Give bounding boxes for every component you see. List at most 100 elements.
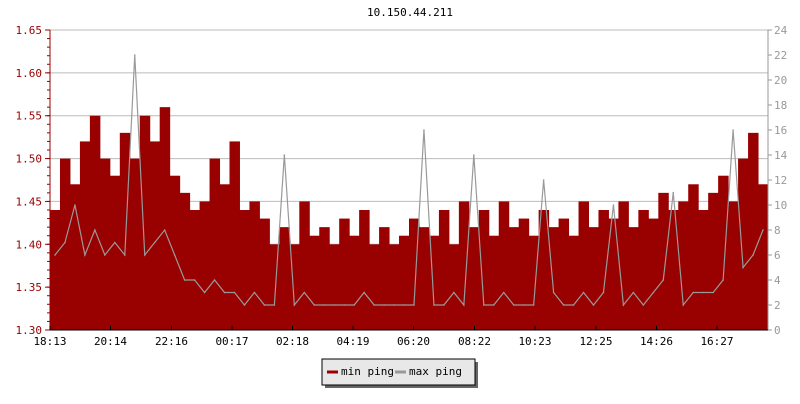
max-ping-point: [163, 229, 166, 231]
min-ping-bar: [588, 227, 599, 330]
min-ping-bar: [179, 192, 191, 330]
min-ping-bar: [748, 132, 759, 330]
max-ping-point: [323, 304, 326, 306]
min-ping-bar: [249, 201, 260, 330]
max-ping-point: [343, 304, 345, 306]
min-ping-bar: [389, 244, 400, 330]
max-ping-point: [373, 304, 375, 306]
min-ping-bar: [259, 218, 270, 330]
max-ping-point: [532, 304, 535, 306]
min-ping-bar: [229, 141, 240, 330]
x-tick-label: 02:18: [276, 335, 309, 348]
max-ping-point: [672, 191, 675, 194]
max-ping-point: [652, 291, 655, 294]
min-ping-bar: [239, 210, 250, 330]
max-ping-point: [403, 304, 405, 306]
right-tick-label: 4: [774, 274, 781, 287]
max-ping-point: [133, 54, 136, 56]
x-tick-label: 06:20: [397, 335, 430, 348]
left-tick-label: 1.55: [16, 110, 43, 123]
min-ping-bar: [638, 210, 649, 330]
max-ping-point: [742, 266, 744, 269]
right-tick-label: 12: [774, 174, 787, 187]
max-ping-point: [123, 254, 126, 256]
max-ping-point: [512, 304, 515, 306]
x-tick-label: 12:25: [579, 335, 612, 348]
min-ping-bar: [109, 175, 121, 330]
max-ping-point: [562, 304, 565, 306]
min-ping-bar: [299, 201, 310, 330]
min-ping-bar: [578, 201, 589, 330]
max-ping-point: [273, 304, 276, 306]
min-ping-bar: [69, 184, 81, 330]
chart-title: 10.150.44.211: [367, 6, 453, 19]
max-ping-point: [482, 304, 485, 306]
max-ping-point: [114, 241, 116, 244]
min-ping-bar: [209, 158, 221, 330]
right-tick-label: 10: [774, 199, 787, 212]
right-tick-label: 8: [774, 224, 781, 237]
min-ping-bar: [678, 201, 689, 330]
min-ping-bar: [219, 184, 230, 330]
max-ping-point: [692, 291, 695, 294]
min-ping-bar: [468, 227, 480, 330]
min-ping-bar: [409, 218, 420, 330]
max-ping-point: [353, 304, 355, 306]
min-ping-bar: [628, 227, 639, 330]
max-ping-point: [522, 304, 525, 306]
x-tick-label: 20:14: [94, 335, 127, 348]
min-ping-bar: [738, 158, 749, 330]
max-ping-point: [642, 304, 645, 306]
x-tick-label: 16:27: [700, 335, 733, 348]
right-tick-label: 2: [774, 299, 781, 312]
min-ping-bar: [558, 218, 570, 330]
max-ping-point: [423, 129, 425, 131]
left-tick-label: 1.60: [16, 67, 43, 80]
min-ping-bar: [438, 210, 450, 330]
min-ping-bar: [568, 235, 580, 330]
max-ping-point: [492, 304, 495, 306]
min-ping-bar: [119, 132, 131, 330]
left-tick-label: 1.50: [16, 153, 43, 166]
max-ping-point: [153, 241, 156, 244]
min-ping-bar: [369, 244, 380, 330]
max-ping-point: [752, 254, 754, 256]
max-ping-point: [443, 304, 445, 306]
max-ping-point: [74, 204, 76, 206]
x-tick-label: 10:23: [518, 335, 551, 348]
min-ping-bar: [708, 192, 719, 330]
max-ping-point: [143, 254, 146, 256]
max-ping-point: [223, 291, 226, 294]
max-ping-point: [413, 304, 415, 306]
max-ping-point: [263, 304, 266, 306]
min-ping-bar: [309, 235, 320, 330]
min-ping-bar: [528, 235, 540, 330]
min-ping-bar: [608, 218, 619, 330]
max-ping-point: [632, 291, 635, 294]
max-ping-point: [173, 254, 176, 256]
max-ping-line: [54, 54, 764, 307]
min-ping-bar: [538, 210, 550, 330]
max-ping-point: [283, 154, 286, 156]
max-ping-point: [552, 291, 555, 294]
min-ping-bar: [688, 184, 699, 330]
min-ping-bar: [658, 192, 669, 330]
max-ping-point: [293, 304, 296, 306]
left-tick-label: 1.35: [16, 281, 43, 294]
max-ping-point: [193, 279, 196, 281]
x-tick-label: 22:16: [155, 335, 188, 348]
min-ping-bar: [50, 210, 61, 330]
right-tick-label: 0: [774, 324, 781, 337]
min-ping-bar: [59, 158, 71, 330]
min-ping-bar: [448, 244, 460, 330]
x-tick-label: 14:26: [640, 335, 673, 348]
legend-label-min-ping: min ping: [341, 365, 394, 378]
max-ping-point: [54, 254, 56, 256]
max-ping-point: [572, 304, 575, 306]
min-ping-bar: [289, 244, 300, 330]
max-ping-point: [712, 291, 714, 294]
left-tick-label: 1.40: [16, 238, 43, 251]
min-ping-bar: [379, 227, 390, 330]
max-ping-point: [582, 291, 585, 294]
